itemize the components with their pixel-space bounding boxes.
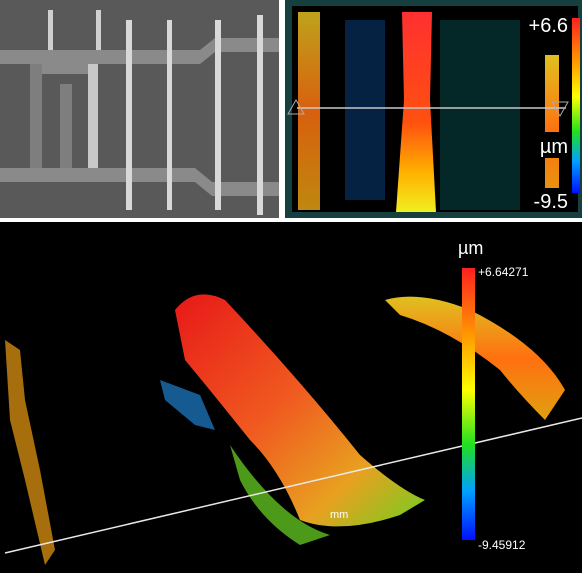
line: [48, 10, 53, 50]
max-label: +6.6: [529, 15, 568, 37]
strip: [298, 12, 320, 210]
trace: [0, 168, 195, 182]
unit-label: µm: [540, 136, 568, 158]
line: [257, 15, 263, 215]
line: [126, 20, 132, 210]
axis-label: mm: [330, 509, 348, 521]
optical-image: [0, 0, 279, 218]
colorbar: [572, 18, 580, 193]
view-3d: mm µm +6.64271 -9.45912: [0, 222, 582, 573]
line: [96, 10, 101, 50]
trace: [30, 64, 42, 168]
colorbar: [462, 268, 475, 540]
height-map: +6.6 µm -9.5: [285, 0, 582, 218]
min-label: -9.45912: [478, 538, 526, 552]
min-label: -9.5: [534, 191, 568, 213]
max-label: +6.64271: [478, 265, 529, 279]
line: [167, 20, 172, 210]
scatter-region: [440, 20, 520, 210]
scatter-region: [345, 20, 385, 200]
trace: [60, 84, 72, 168]
line: [215, 20, 221, 210]
unit-label: µm: [458, 238, 483, 258]
line: [88, 64, 98, 168]
screenshot: +6.6 µm -9.5 mm µm +6.64271 -9.45912: [0, 0, 582, 573]
